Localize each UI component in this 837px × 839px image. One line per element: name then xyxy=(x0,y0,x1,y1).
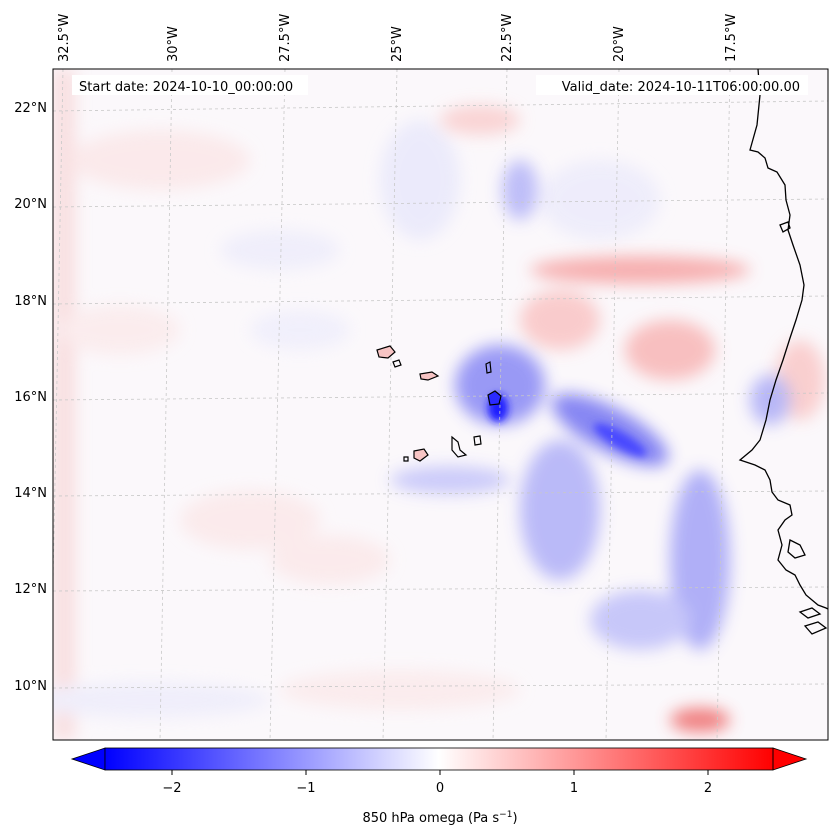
lat-label: 14°N xyxy=(14,486,47,501)
lon-label: 27.5°W xyxy=(278,14,293,62)
colorbar-extend-min xyxy=(70,747,106,771)
colorbar-ramp xyxy=(105,748,773,770)
lat-label: 22°N xyxy=(14,101,47,116)
start-date: Start date: 2024-10-10_00:00:00 xyxy=(79,80,293,95)
colorbar-tick-label: 0 xyxy=(436,781,444,796)
colorbar-label-sup: −1 xyxy=(499,810,512,820)
island-santo-antao xyxy=(376,345,396,359)
longitude-labels: 32.5°W 30°W 27.5°W 25°W 22.5°W 20°W 17.5… xyxy=(57,14,739,62)
latitude-labels: 22°N 20°N 18°N 16°N 14°N 12°N 10°N xyxy=(14,101,47,694)
lon-label: 30°W xyxy=(166,26,181,62)
island-fogo xyxy=(413,448,429,462)
coastline xyxy=(738,69,828,635)
lat-label: 10°N xyxy=(14,679,47,694)
island-boa-vista xyxy=(487,390,502,406)
island-sao-nicolau xyxy=(419,371,440,381)
island-sal xyxy=(485,361,492,374)
island-santiago xyxy=(451,435,468,458)
island-maio xyxy=(473,435,482,446)
lon-label: 20°W xyxy=(612,26,627,62)
colorbar-tick-label: 1 xyxy=(570,781,578,796)
lat-label: 16°N xyxy=(14,390,47,405)
cape-verde-islands xyxy=(376,345,502,462)
colorbar-ticks xyxy=(171,770,709,775)
lat-label: 20°N xyxy=(14,197,47,212)
colorbar-tick-label: −1 xyxy=(296,781,315,796)
lon-label: 32.5°W xyxy=(57,14,72,62)
colorbar-tick-label: 2 xyxy=(704,781,712,796)
lon-label: 22.5°W xyxy=(500,14,515,62)
lon-label: 25°W xyxy=(390,26,405,62)
colorbar-label: 850 hPa omega (Pa s−1) xyxy=(362,810,517,826)
colorbar-extend-max xyxy=(772,747,808,771)
lat-label: 12°N xyxy=(14,582,47,597)
colorbar-label-tail: ) xyxy=(512,811,517,826)
lat-label: 18°N xyxy=(14,294,47,309)
omega-field xyxy=(53,69,828,740)
colorbar: −2 −1 0 1 2 850 hPa omega (Pa s−1) xyxy=(70,747,808,826)
graticule xyxy=(53,69,828,740)
map-panel: Start date: 2024-10-10_00:00:00 Valid_da… xyxy=(52,68,829,741)
colorbar-tick-label: −2 xyxy=(162,781,181,796)
island-brava xyxy=(403,456,409,462)
map-frame xyxy=(52,68,829,741)
lon-label: 17.5°W xyxy=(724,14,739,62)
colorbar-label-main: 850 hPa omega (Pa s xyxy=(362,811,499,826)
start-date-box xyxy=(72,75,308,95)
island-sao-vicente xyxy=(392,359,402,368)
valid-date: Valid_date: 2024-10-11T06:00:00.00 xyxy=(562,80,800,95)
valid-date-box xyxy=(536,75,808,95)
